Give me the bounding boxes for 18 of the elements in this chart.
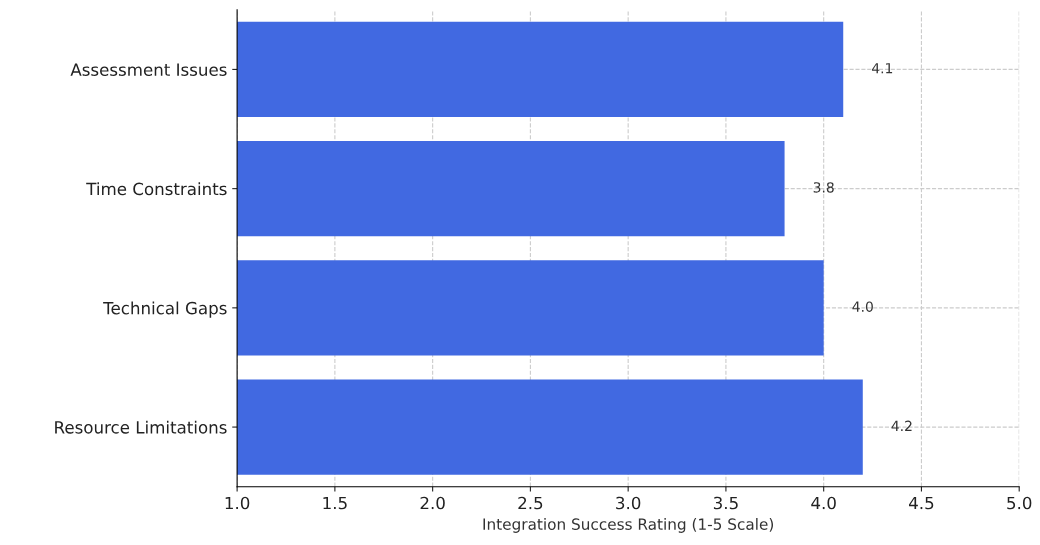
x-axis-title: Integration Success Rating (1-5 Scale) bbox=[483, 518, 774, 533]
data-label: 4.2 bbox=[891, 420, 912, 431]
y-tick-label: Time Constraints bbox=[86, 182, 227, 196]
y-tick-label: Assessment Issues bbox=[70, 63, 227, 76]
x-tick-label: 2.0 bbox=[420, 496, 445, 510]
y-tick-label: Resource Limitations bbox=[55, 420, 227, 434]
x-tick-label: 3.5 bbox=[713, 496, 738, 510]
x-tick-label: 1.0 bbox=[225, 496, 250, 510]
data-label: 4.1 bbox=[871, 63, 893, 74]
x-tick-label: 4.5 bbox=[909, 496, 934, 510]
data-label: 4.0 bbox=[852, 301, 873, 312]
x-tick-label: 5.0 bbox=[1007, 496, 1032, 510]
x-tick-label: 3.0 bbox=[616, 496, 641, 510]
x-tick-label: 4.0 bbox=[811, 496, 836, 510]
x-tick-label: 2.5 bbox=[518, 496, 543, 510]
y-tick-label: Technical Gaps bbox=[103, 301, 227, 318]
data-label: 3.8 bbox=[813, 182, 834, 193]
x-tick-label: 1.5 bbox=[323, 496, 347, 510]
